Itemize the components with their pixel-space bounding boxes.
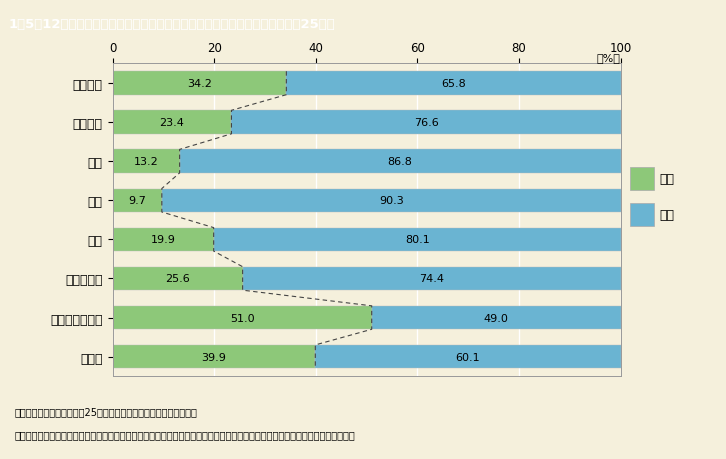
Text: 65.8: 65.8	[441, 79, 466, 89]
Text: 23.4: 23.4	[160, 118, 184, 128]
Bar	[213, 228, 621, 252]
Text: 80.1: 80.1	[405, 235, 430, 245]
Text: 39.9: 39.9	[202, 352, 227, 362]
Text: ２．大学等：大学の学部（大学院の研究科を含む），短期大学，高等専門学校，大学附置研究所，大学共同利用機関等。: ２．大学等：大学の学部（大学院の研究科を含む），短期大学，高等専門学校，大学附置…	[15, 429, 355, 439]
Text: 60.1: 60.1	[456, 352, 481, 362]
Text: 1－5－12図　専攻分野別に見た大学等の研究本務者の割合（男女別）（平成25年）: 1－5－12図 専攻分野別に見た大学等の研究本務者の割合（男女別）（平成25年）	[9, 17, 335, 31]
Text: 86.8: 86.8	[388, 157, 412, 167]
Text: 19.9: 19.9	[151, 235, 176, 245]
Bar	[113, 228, 213, 252]
Bar	[113, 150, 179, 174]
FancyBboxPatch shape	[630, 168, 654, 191]
Bar	[315, 345, 621, 369]
Text: 49.0: 49.0	[484, 313, 509, 323]
Text: 74.4: 74.4	[419, 274, 444, 284]
Bar	[113, 72, 286, 95]
Text: （備考）１．総務省「平成25年科学技術研究調査報告」より作成。: （備考）１．総務省「平成25年科学技術研究調査報告」より作成。	[15, 406, 197, 416]
Text: （%）: （%）	[597, 53, 621, 63]
Bar	[113, 111, 232, 134]
Bar	[372, 306, 621, 330]
Text: 25.6: 25.6	[166, 274, 190, 284]
Bar	[286, 72, 621, 95]
Bar	[113, 306, 372, 330]
Bar	[113, 189, 162, 213]
Bar	[179, 150, 621, 174]
Bar	[242, 267, 621, 291]
Text: 51.0: 51.0	[230, 313, 254, 323]
Bar	[113, 345, 315, 369]
FancyBboxPatch shape	[630, 203, 654, 226]
Text: 34.2: 34.2	[187, 79, 212, 89]
Bar	[113, 267, 242, 291]
Text: 9.7: 9.7	[129, 196, 146, 206]
Text: 男性: 男性	[659, 208, 674, 221]
Text: 13.2: 13.2	[134, 157, 158, 167]
Bar	[162, 189, 621, 213]
Text: 90.3: 90.3	[379, 196, 404, 206]
Text: 76.6: 76.6	[414, 118, 439, 128]
Bar	[232, 111, 621, 134]
Text: 女性: 女性	[659, 173, 674, 186]
